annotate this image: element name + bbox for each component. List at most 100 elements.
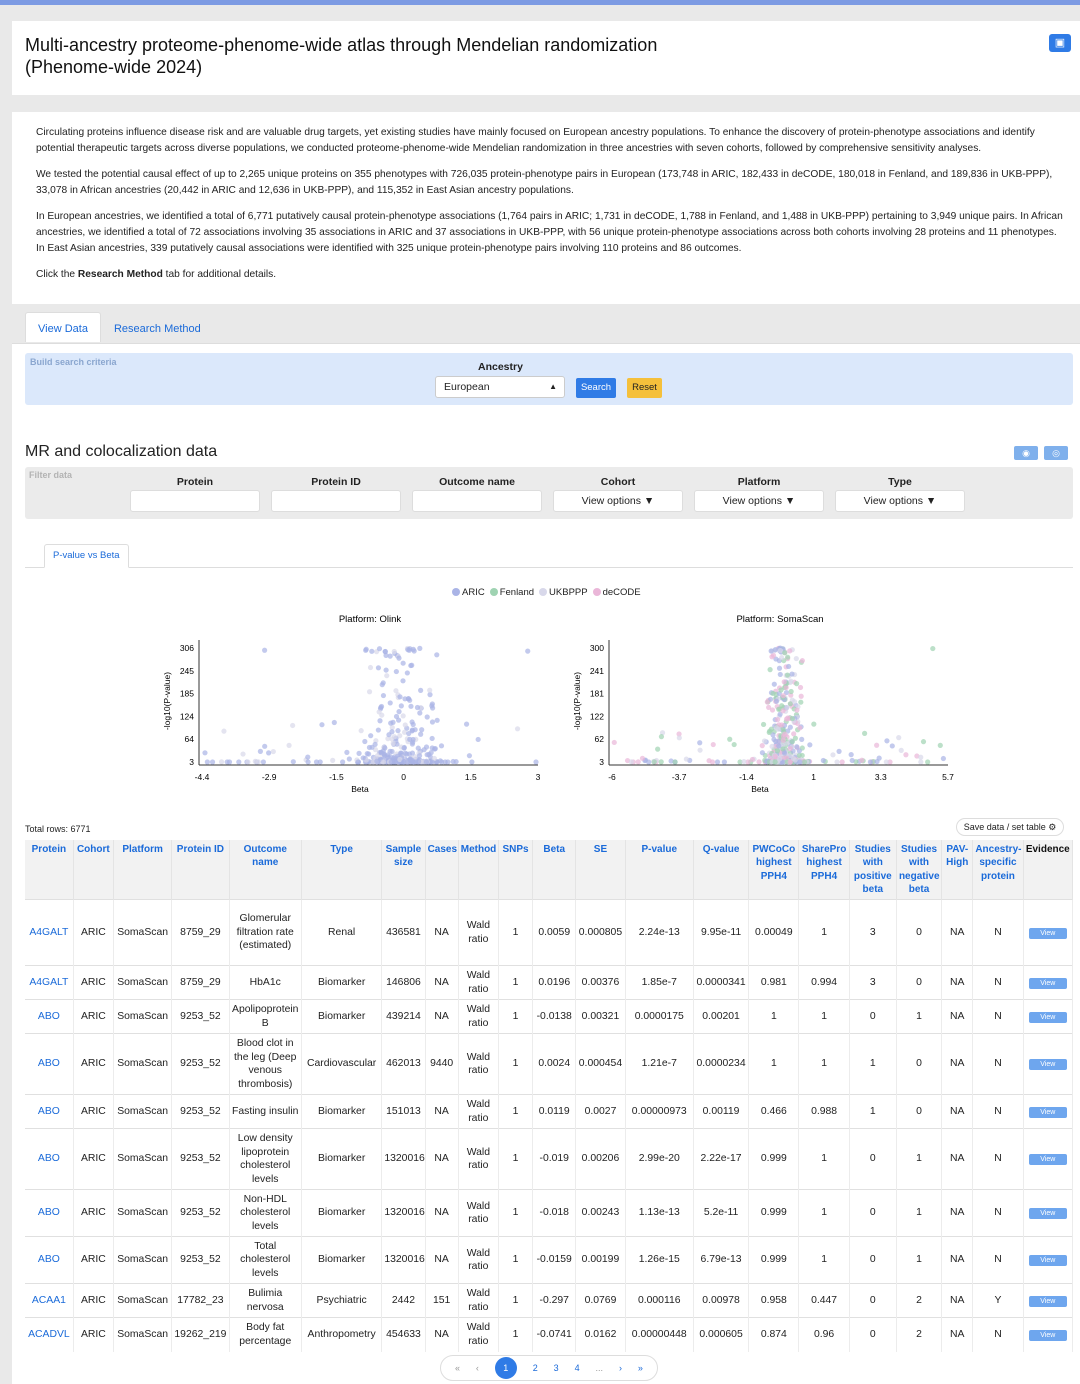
view-evidence-button[interactable]: View xyxy=(1028,1154,1067,1166)
type-options-dropdown[interactable]: View options ▼ xyxy=(835,490,965,512)
data-point xyxy=(393,713,400,720)
column-header[interactable]: PAV-High xyxy=(941,840,974,900)
legend-item-decode[interactable]: deCODE xyxy=(592,587,641,598)
legend-item-ukbppp[interactable]: UKBPPP xyxy=(539,587,588,598)
protein-link[interactable]: A4GALT xyxy=(29,926,69,938)
data-point xyxy=(714,759,721,765)
data-point xyxy=(319,722,325,728)
view-evidence-button[interactable]: View xyxy=(1028,1106,1067,1118)
data-point xyxy=(514,726,521,732)
data-point xyxy=(920,739,927,745)
last-page-button[interactable]: » xyxy=(637,1363,643,1373)
next-page-button[interactable]: › xyxy=(618,1363,622,1373)
x-tick-label: 5.7 xyxy=(942,772,954,782)
data-point xyxy=(676,731,682,737)
column-header[interactable]: Studies with positive beta xyxy=(849,840,897,900)
protein-link[interactable]: ABO xyxy=(37,1105,60,1117)
column-header[interactable]: SharePro highest PPH4 xyxy=(798,840,850,900)
column-header[interactable]: SE xyxy=(575,840,626,900)
data-point xyxy=(791,699,798,705)
filter-outcome: Outcome name xyxy=(412,476,542,512)
data-point xyxy=(874,758,880,765)
column-header[interactable]: Protein ID xyxy=(171,840,230,900)
table-cell: 9.95e-11 xyxy=(693,899,750,966)
camera-icon[interactable]: ◉ xyxy=(1014,446,1038,460)
data-point xyxy=(400,678,406,684)
x-axis-label: Beta xyxy=(751,784,769,794)
protein-link[interactable]: ABO xyxy=(37,1153,60,1165)
protein-link[interactable]: ABO xyxy=(37,1254,60,1266)
protein-link[interactable]: ACADVL xyxy=(28,1329,70,1341)
view-evidence-button[interactable]: View xyxy=(1028,1255,1067,1267)
view-evidence-button[interactable]: View xyxy=(1028,1059,1067,1071)
column-header[interactable]: Studies with negative beta xyxy=(896,840,943,900)
table-cell: Biomarker xyxy=(301,1094,383,1129)
save-data-button[interactable]: Save data / set table ⚙ xyxy=(956,818,1064,836)
protein-link[interactable]: ACAA1 xyxy=(31,1294,66,1306)
protein-id-filter-input[interactable] xyxy=(271,490,401,512)
view-evidence-button[interactable]: View xyxy=(1028,927,1067,939)
tab-research-method[interactable]: Research Method xyxy=(113,323,201,335)
platform-options-dropdown[interactable]: View options ▼ xyxy=(694,490,824,512)
page-4-button[interactable]: 4 xyxy=(574,1363,580,1373)
data-point xyxy=(784,672,791,678)
data-point xyxy=(796,752,802,758)
tab-pvalue-vs-beta[interactable]: P-value vs Beta xyxy=(44,544,129,568)
data-point xyxy=(317,759,323,765)
table-cell: 1 xyxy=(849,1033,897,1095)
legend-item-aric[interactable]: ARIC xyxy=(452,587,485,598)
table-cell: 0.0769 xyxy=(575,1283,626,1318)
table-cell: N xyxy=(972,965,1024,1000)
eye-icon[interactable]: ◎ xyxy=(1044,446,1068,460)
view-evidence-button[interactable]: View xyxy=(1028,1208,1067,1220)
page-1-button[interactable]: 1 xyxy=(494,1357,517,1379)
protein-link[interactable]: A4GALT xyxy=(29,976,69,988)
column-header[interactable]: Type xyxy=(301,840,383,900)
table-cell: ABO xyxy=(25,999,74,1034)
table-cell: 9253_52 xyxy=(171,1189,230,1237)
section-title: MR and colocalization data xyxy=(25,443,218,460)
page-2-button[interactable]: 2 xyxy=(532,1363,538,1373)
table-cell: 0.874 xyxy=(748,1317,800,1352)
column-header[interactable]: Cohort xyxy=(73,840,114,900)
column-header[interactable]: PWCoCo highest PPH4 xyxy=(748,840,800,900)
column-header[interactable]: Q-value xyxy=(693,840,750,900)
column-header[interactable]: Ancestry-specific protein xyxy=(972,840,1024,900)
view-evidence-button[interactable]: View xyxy=(1028,1330,1067,1342)
protein-filter-input[interactable] xyxy=(130,490,260,512)
column-header[interactable]: Platform xyxy=(113,840,173,900)
column-header[interactable]: Sample size xyxy=(381,840,426,900)
data-point xyxy=(783,684,789,691)
search-button[interactable]: Search xyxy=(576,378,616,398)
reset-button[interactable]: Reset xyxy=(627,378,662,398)
data-point xyxy=(759,750,765,756)
legend-item-fenland[interactable]: Fenland xyxy=(489,587,534,598)
image-icon[interactable]: ▣ xyxy=(1049,34,1071,52)
column-header[interactable]: Beta xyxy=(532,840,577,900)
column-header[interactable]: Protein xyxy=(25,840,74,900)
page-3-button[interactable]: 3 xyxy=(553,1363,559,1373)
column-header[interactable]: Cases xyxy=(425,840,459,900)
protein-link[interactable]: ABO xyxy=(37,1010,60,1022)
prev-page-button[interactable]: ‹ xyxy=(475,1363,479,1373)
cohort-options-dropdown[interactable]: View options ▼ xyxy=(553,490,683,512)
column-header[interactable]: SNPs xyxy=(498,840,534,900)
table-cell: 0.0000175 xyxy=(625,999,694,1034)
column-header[interactable]: P-value xyxy=(625,840,694,900)
data-point xyxy=(389,724,395,731)
view-evidence-button[interactable]: View xyxy=(1028,977,1067,989)
protein-link[interactable]: ABO xyxy=(37,1207,60,1219)
column-header[interactable]: Outcome name xyxy=(229,840,302,900)
y-tick-label: 3 xyxy=(599,757,604,767)
view-evidence-button[interactable]: View xyxy=(1028,1011,1067,1023)
view-evidence-button[interactable]: View xyxy=(1028,1295,1067,1307)
tab-view-data[interactable]: View Data xyxy=(25,312,101,342)
table-cell: ABO xyxy=(25,1236,74,1284)
outcome-filter-input[interactable] xyxy=(412,490,542,512)
protein-link[interactable]: ABO xyxy=(37,1058,60,1070)
first-page-button[interactable]: « xyxy=(454,1363,460,1373)
ancestry-select[interactable]: European ▲ xyxy=(435,376,565,398)
data-point xyxy=(930,645,936,652)
column-header[interactable]: Method xyxy=(458,840,499,900)
table-cell: ABO xyxy=(25,1189,74,1237)
